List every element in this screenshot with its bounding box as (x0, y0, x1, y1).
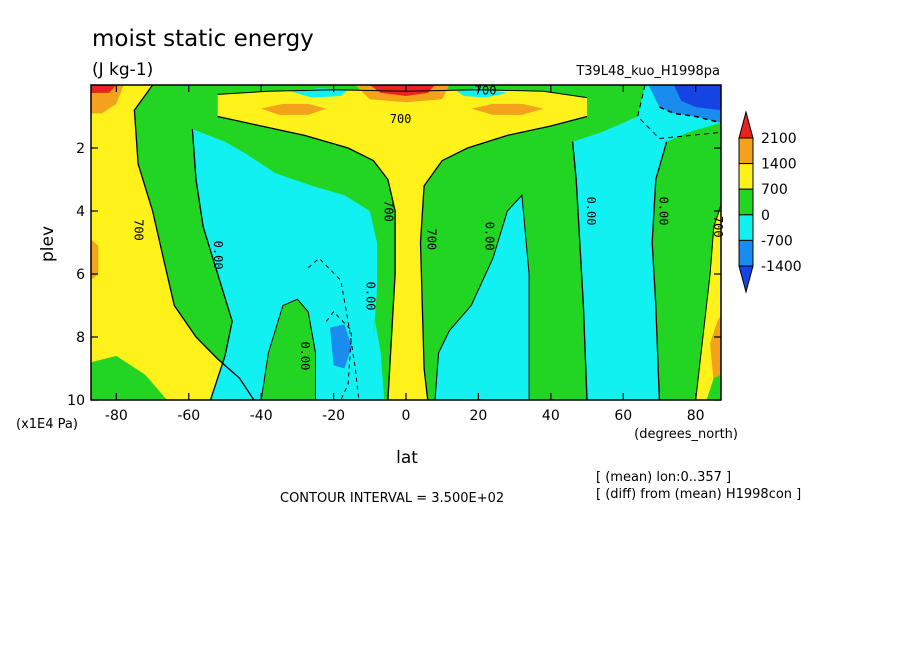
contour-700-stem-right (419, 115, 588, 400)
chart-title: moist static energy (92, 26, 314, 52)
colorbar-box (738, 137, 754, 165)
colorbar-label: 700 (761, 182, 788, 198)
y-tick-label: 2 (76, 141, 85, 157)
colorbar-box (738, 188, 754, 216)
run-label: T39L48_kuo_H1998pa (575, 64, 720, 79)
x-tick-label: -20 (322, 408, 345, 424)
contour-0-nh-a (434, 194, 530, 400)
colorbar-top-arrow (738, 110, 754, 139)
x-axis: -80 -60 -40 -20 0 20 40 60 80 (105, 85, 705, 424)
contour-0-sh (191, 129, 233, 400)
filled-contour-field (91, 85, 721, 400)
contour-label-8: 0.00 (656, 197, 670, 226)
x-axis-units: (degrees_north) (634, 427, 738, 442)
contour-lines (133, 85, 721, 400)
y-tick-label: 6 (76, 267, 85, 283)
contour-label-4: 700 (381, 200, 395, 222)
upper-orange-left (261, 103, 327, 115)
contour-dashed-sh (307, 257, 360, 400)
colorbar-label: 2100 (761, 131, 797, 147)
contour-700-stem-left (217, 115, 396, 400)
colorbar-label: -1400 (761, 259, 802, 275)
sh-polar-green-lower (91, 355, 167, 400)
y-tick-label: 10 (67, 393, 85, 409)
sh-polar-red-top (91, 85, 117, 93)
upper-yellow-plume (217, 89, 587, 400)
contour-label-10: 0.00 (363, 282, 377, 311)
y-axis: 2 4 6 8 10 (67, 141, 721, 409)
contour-label-9: 700 (711, 216, 725, 238)
note-diff: [ (diff) from (mean) H1998con ] (596, 487, 801, 502)
colorbar-label: 1400 (761, 157, 797, 173)
x-tick-label: 80 (687, 408, 705, 424)
colorbar-label: 0 (761, 208, 770, 224)
contour-label-6: 0.00 (483, 222, 497, 251)
contour-0-sh-tongue (260, 298, 316, 400)
contour-0-nh-b (571, 141, 588, 400)
contour-interval: CONTOUR INTERVAL = 3.500E+02 (280, 491, 504, 506)
colorbar: 2100 1400 700 0 -700 -1400 (738, 110, 802, 294)
x-tick-label: -40 (250, 408, 273, 424)
contour-700-sh (133, 85, 255, 400)
np-blue (673, 85, 721, 111)
contour-label-2: 700 (131, 219, 145, 241)
x-tick-label: 60 (614, 408, 632, 424)
contour-label-11: 0.00 (298, 341, 312, 370)
y-axis-label: plev (38, 226, 58, 262)
nh-green-corner (706, 374, 721, 400)
x-tick-label: 20 (469, 408, 487, 424)
contour-label-1: 700 (390, 112, 412, 126)
x-tick-label: 40 (542, 408, 560, 424)
contour-700-nh-edge (695, 204, 721, 400)
contour-label-0: 700 (475, 83, 497, 97)
colorbar-bottom-arrow (738, 265, 754, 294)
x-tick-label: -80 (105, 408, 128, 424)
y-tick-label: 4 (76, 204, 85, 220)
contour-0-nh-c (651, 141, 668, 400)
note-lon-mean: [ (mean) lon:0..357 ] (596, 470, 731, 485)
sh-green-tongue (261, 299, 316, 400)
nh-cyan-broad (572, 85, 721, 400)
contour-label-3: 0.00 (211, 241, 225, 270)
y-tick-label: 8 (76, 330, 85, 346)
sh-yellow-band (91, 85, 254, 400)
contour-dashed-np (637, 85, 721, 140)
contour-label-5: 700 (425, 228, 439, 250)
sh-orange-left (91, 239, 99, 281)
contour-labels: 700 700 700 0.00 700 700 0.00 0.00 0.00 700 0.00 0.… (131, 83, 724, 370)
contour-dashed-sh2 (325, 311, 353, 400)
sh-cyan-lower-right (369, 321, 385, 400)
y-axis-units: (x1E4 Pa) (16, 417, 78, 432)
colorbar-box (738, 163, 754, 190)
x-tick-label: 0 (402, 408, 411, 424)
colorbar-box (738, 239, 754, 267)
x-axis-label: lat (396, 448, 418, 468)
nh-cyan-region (435, 195, 530, 400)
chart-units: (J kg-1) (92, 60, 153, 80)
upper-orange-right (471, 103, 544, 115)
sh-lightblue-blob (330, 324, 352, 369)
contour-label-7: 0.00 (584, 197, 598, 226)
colorbar-label: -700 (761, 233, 793, 249)
colorbar-box (738, 214, 754, 241)
x-tick-label: -60 (177, 408, 200, 424)
top-center-red (369, 85, 435, 96)
top-cyan-right (456, 88, 508, 98)
